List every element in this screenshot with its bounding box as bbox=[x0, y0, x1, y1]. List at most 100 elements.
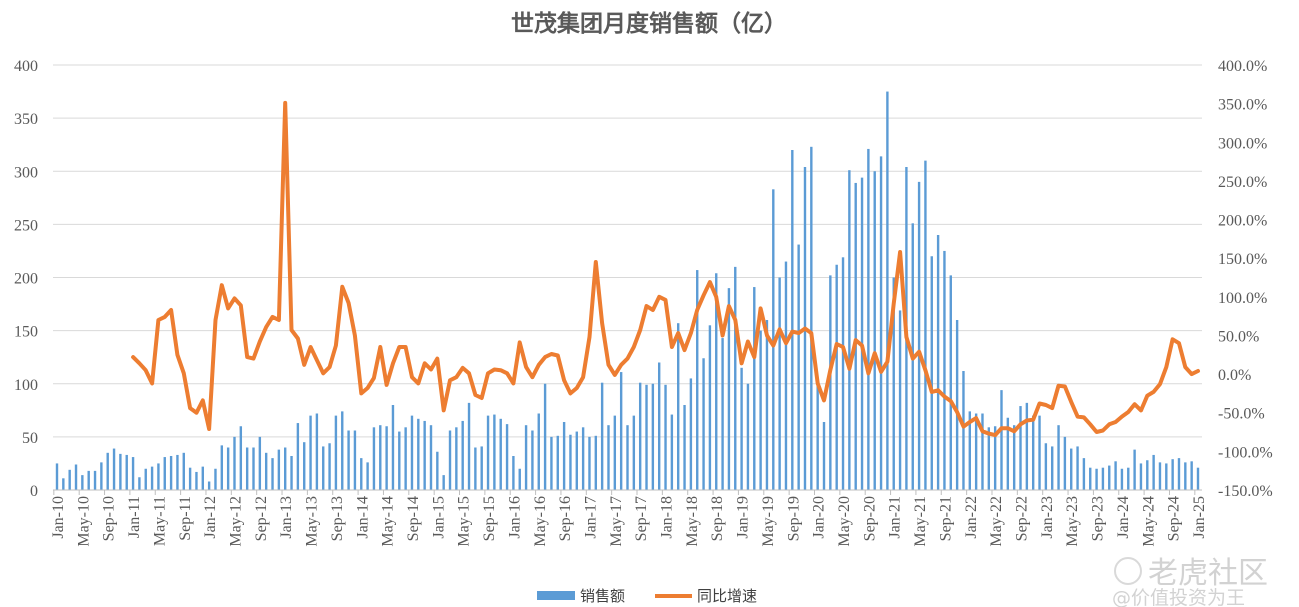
bar bbox=[1165, 463, 1168, 490]
bar bbox=[841, 257, 845, 490]
x-tick-label: Jan-23 bbox=[1039, 496, 1056, 539]
bar bbox=[182, 452, 185, 490]
bar bbox=[480, 446, 483, 490]
bar bbox=[556, 435, 559, 490]
bar bbox=[1012, 425, 1016, 490]
x-tick-label: Sep-14 bbox=[405, 496, 422, 541]
left-axis: 0 50 100 150 200 250 300 350 400 bbox=[14, 58, 38, 500]
right-tick-label: 350.0% bbox=[1218, 97, 1267, 114]
bar bbox=[987, 427, 991, 490]
x-tick-label: Jan-24 bbox=[1115, 496, 1132, 539]
bar bbox=[689, 378, 693, 490]
bar bbox=[1057, 425, 1060, 490]
x-tick-label: May-17 bbox=[608, 496, 625, 547]
bar bbox=[822, 422, 826, 490]
bar bbox=[1101, 467, 1105, 490]
legend-swatch-sales bbox=[537, 591, 575, 600]
x-tick-label: Jan-14 bbox=[354, 496, 371, 539]
bar bbox=[1063, 436, 1067, 490]
bar bbox=[1044, 443, 1048, 490]
x-tick-label: May-21 bbox=[912, 496, 929, 547]
bar bbox=[119, 453, 122, 490]
bar bbox=[290, 456, 293, 490]
x-tick-label: Sep-21 bbox=[937, 496, 954, 541]
x-tick-label: Jan-16 bbox=[506, 496, 523, 539]
bar bbox=[379, 425, 382, 490]
bar bbox=[157, 463, 160, 490]
bar bbox=[1095, 468, 1098, 490]
bar bbox=[353, 430, 357, 490]
x-tick-label: Sep-15 bbox=[481, 496, 498, 541]
bar bbox=[125, 454, 128, 490]
x-tick-label: Jan-15 bbox=[430, 496, 447, 539]
bar bbox=[974, 413, 978, 490]
bar bbox=[721, 338, 724, 490]
bar bbox=[632, 415, 636, 490]
gridlines bbox=[53, 64, 1202, 438]
bar bbox=[169, 456, 173, 490]
x-tick-label: Sep-19 bbox=[785, 496, 802, 541]
bar bbox=[930, 256, 933, 490]
watermark: 老虎社区 @价值投资为王 bbox=[1112, 556, 1268, 607]
bar bbox=[860, 177, 864, 490]
x-tick-label: Jan-17 bbox=[582, 496, 599, 539]
bar bbox=[607, 425, 610, 490]
bar bbox=[537, 413, 540, 490]
bar bbox=[645, 384, 648, 490]
bar bbox=[784, 261, 788, 490]
bar bbox=[277, 449, 281, 490]
bar bbox=[1089, 467, 1092, 490]
bar bbox=[1038, 415, 1041, 490]
x-tick-label: Jan-18 bbox=[659, 496, 676, 539]
left-tick-label: 400 bbox=[14, 58, 38, 75]
bar bbox=[968, 411, 971, 490]
bar bbox=[879, 156, 883, 490]
bar bbox=[423, 420, 426, 490]
right-tick-label: 150.0% bbox=[1218, 251, 1267, 268]
bar bbox=[62, 478, 65, 490]
bar bbox=[746, 383, 750, 490]
bar bbox=[1133, 449, 1136, 490]
bar bbox=[493, 414, 496, 490]
bar bbox=[360, 458, 363, 490]
x-tick-label: May-20 bbox=[836, 496, 853, 547]
bar bbox=[1139, 463, 1143, 490]
right-axis: -150.0% -100.0% -50.0% 0.0% 50.0% 100.0% 150.0… bbox=[1218, 58, 1273, 500]
bar bbox=[372, 427, 376, 490]
bar bbox=[1025, 402, 1029, 490]
bar bbox=[1146, 460, 1149, 490]
bar bbox=[550, 436, 553, 490]
bar bbox=[1006, 417, 1010, 490]
legend-label-sales: 销售额 bbox=[580, 587, 625, 605]
bar bbox=[81, 475, 84, 490]
bar bbox=[112, 448, 116, 490]
bar bbox=[1152, 454, 1155, 490]
bar bbox=[347, 430, 350, 490]
right-tick-label: 50.0% bbox=[1218, 328, 1259, 345]
left-tick-label: 150 bbox=[14, 324, 38, 341]
x-tick-label: Sep-16 bbox=[557, 496, 574, 541]
x-tick-label: May-13 bbox=[304, 496, 321, 547]
bar bbox=[791, 150, 794, 490]
bar bbox=[499, 418, 502, 490]
bar bbox=[512, 456, 515, 490]
left-tick-label: 0 bbox=[30, 483, 38, 500]
x-tick-label: Sep-11 bbox=[177, 496, 194, 541]
bar bbox=[1184, 462, 1187, 490]
bar bbox=[1076, 446, 1079, 490]
bar bbox=[239, 426, 243, 490]
x-tick-label: May-10 bbox=[75, 496, 92, 547]
bar bbox=[1177, 458, 1181, 490]
right-tick-label: -100.0% bbox=[1218, 444, 1273, 461]
right-tick-label: 250.0% bbox=[1218, 174, 1267, 191]
x-tick-label: Sep-24 bbox=[1166, 496, 1183, 541]
chart-title: 世茂集团月度销售额（亿） bbox=[511, 10, 787, 36]
bar bbox=[936, 235, 940, 490]
x-tick-label: May-23 bbox=[1064, 496, 1081, 547]
bar bbox=[461, 420, 464, 490]
bar bbox=[188, 467, 192, 490]
right-tick-label: 400.0% bbox=[1218, 58, 1267, 75]
x-tick-label: May-16 bbox=[532, 496, 549, 547]
bar bbox=[917, 181, 921, 490]
watermark-logo-icon bbox=[1114, 557, 1142, 585]
